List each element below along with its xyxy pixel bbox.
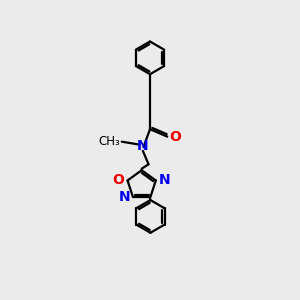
Text: O: O [113, 172, 124, 187]
Text: N: N [159, 173, 170, 188]
Text: N: N [118, 190, 130, 204]
Text: CH₃: CH₃ [98, 135, 120, 148]
Text: O: O [169, 130, 181, 144]
Text: N: N [137, 140, 149, 153]
